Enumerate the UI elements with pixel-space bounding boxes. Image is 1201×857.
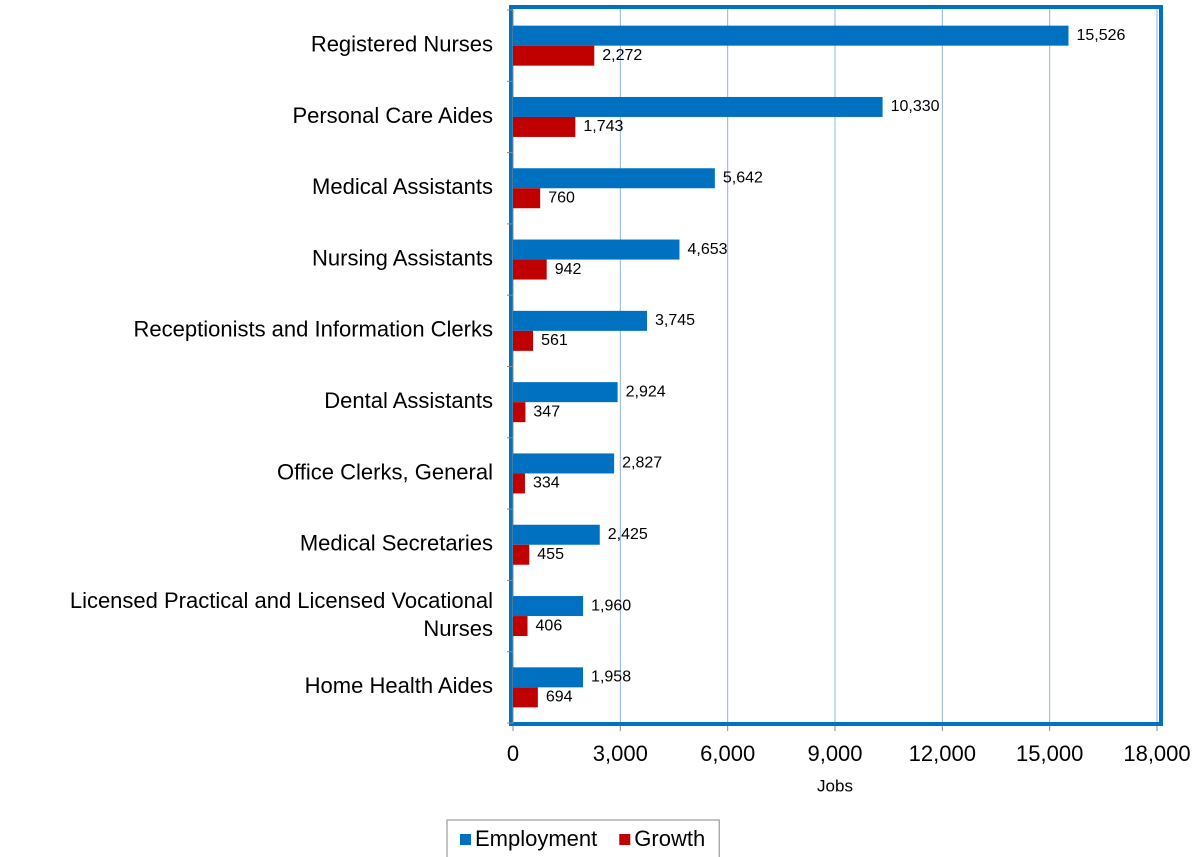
legend-label: Employment xyxy=(475,826,597,851)
value-label: 10,330 xyxy=(891,98,940,115)
y-tick-label-line: Licensed Practical and Licensed Vocation… xyxy=(70,588,493,613)
bar xyxy=(513,453,615,474)
value-label: 4,653 xyxy=(687,241,727,258)
y-tick-label: Dental Assistants xyxy=(324,388,493,413)
bar xyxy=(513,25,1069,46)
value-label: 2,272 xyxy=(602,47,642,64)
y-tick-label: Nursing Assistants xyxy=(312,245,493,270)
value-label: 455 xyxy=(537,546,564,563)
value-label: 347 xyxy=(533,403,560,420)
bar xyxy=(513,524,600,545)
bar xyxy=(513,310,647,331)
value-label: 15,526 xyxy=(1076,27,1125,44)
y-tick-label: Office Clerks, General xyxy=(277,459,493,484)
legend-label: Growth xyxy=(634,826,705,851)
x-tick-label: 18,000 xyxy=(1123,741,1190,766)
y-tick-label: Registered Nurses xyxy=(311,31,493,56)
legend-box xyxy=(446,819,720,857)
value-label: 406 xyxy=(536,617,563,634)
value-label: 760 xyxy=(548,189,575,206)
bar xyxy=(513,687,538,708)
bar xyxy=(513,188,541,209)
value-label: 694 xyxy=(546,689,573,706)
value-label: 1,960 xyxy=(591,597,631,614)
value-label: 2,827 xyxy=(622,455,662,472)
bar xyxy=(513,473,525,494)
x-tick-label: 15,000 xyxy=(1016,741,1083,766)
y-tick-label: Licensed Practical and Licensed Vocation… xyxy=(70,588,493,641)
x-tick-label: 9,000 xyxy=(807,741,862,766)
value-label: 2,924 xyxy=(626,383,666,400)
bar xyxy=(513,596,584,617)
value-label: 5,642 xyxy=(723,169,763,186)
bar xyxy=(513,616,528,637)
legend: Employment Growth xyxy=(446,819,720,857)
x-tick-label: 12,000 xyxy=(909,741,976,766)
bar xyxy=(513,544,530,565)
bar xyxy=(513,96,883,117)
bar xyxy=(513,402,526,423)
y-tick-label-line: Nurses xyxy=(423,616,493,641)
plot-frame xyxy=(509,5,1163,726)
value-label: 334 xyxy=(533,475,560,492)
value-label: 1,743 xyxy=(583,118,623,135)
value-label: 3,745 xyxy=(655,312,695,329)
bar xyxy=(513,239,680,260)
y-tick-label: Home Health Aides xyxy=(305,673,493,698)
y-tick-label: Receptionists and Information Clerks xyxy=(134,317,494,342)
bar xyxy=(513,330,534,351)
value-label: 2,425 xyxy=(608,526,648,543)
x-tick-label: 3,000 xyxy=(593,741,648,766)
legend-swatch xyxy=(460,834,471,845)
bar xyxy=(513,382,618,403)
y-tick-label: Medical Assistants xyxy=(312,174,493,199)
y-tick-label: Medical Secretaries xyxy=(300,531,493,556)
value-label: 561 xyxy=(541,332,568,349)
value-label: 942 xyxy=(555,261,582,278)
x-axis-title: Jobs xyxy=(817,776,853,795)
legend-swatch xyxy=(619,834,631,845)
bar xyxy=(513,168,715,189)
y-tick-label: Personal Care Aides xyxy=(292,103,493,128)
x-tick-label: 6,000 xyxy=(700,741,755,766)
x-tick-label: 0 xyxy=(507,741,519,766)
value-label: 1,958 xyxy=(591,669,631,686)
bar xyxy=(513,259,547,280)
bar xyxy=(513,667,584,688)
bar xyxy=(513,45,595,66)
bar xyxy=(513,116,576,137)
